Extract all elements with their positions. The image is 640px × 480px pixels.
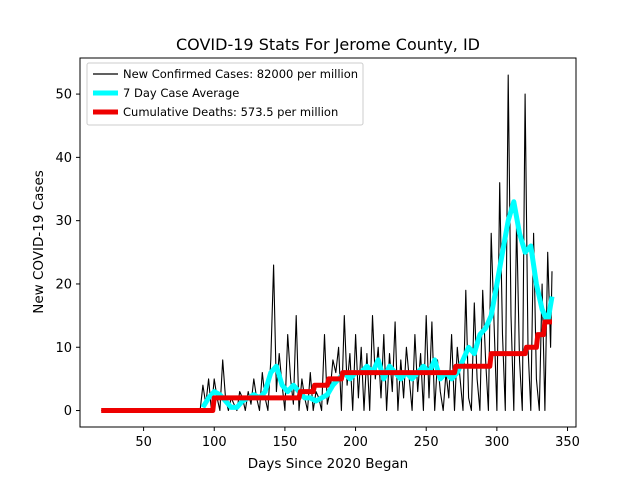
x-tick-label: 350: [555, 435, 580, 450]
series-line-cumulative-deaths: [101, 319, 552, 413]
chart-title: COVID-19 Stats For Jerome County, ID: [176, 35, 480, 54]
legend-label-cases: New Confirmed Cases: 82000 per million: [123, 67, 358, 81]
x-axis-label: Days Since 2020 Began: [248, 456, 409, 472]
y-tick-label: 20: [55, 277, 72, 292]
x-tick-label: 300: [484, 435, 509, 450]
x-tick-label: 200: [343, 435, 368, 450]
series-layer: [101, 74, 555, 413]
legend-label-average: 7 Day Case Average: [123, 86, 239, 100]
y-tick-label: 10: [55, 341, 72, 356]
plot-frame: [79, 57, 577, 428]
y-tick-label: 30: [55, 214, 72, 229]
x-tick-label: 50: [135, 435, 152, 450]
y-tick-label: 40: [55, 151, 72, 166]
x-tick-label: 150: [272, 435, 297, 450]
legend-label-deaths: Cumulative Deaths: 573.5 per million: [123, 105, 338, 119]
legend-box: [86, 62, 364, 126]
y-axis-label: New COVID-19 Cases: [31, 170, 47, 314]
x-tick-label: 100: [202, 435, 227, 450]
y-tick-label: 50: [55, 88, 72, 103]
x-tick-label: 250: [414, 435, 439, 450]
y-tick-label: 0: [64, 404, 72, 419]
ticks-layer: 50 100 150 200 250 300 350 0 10 20 30 40 50: [55, 88, 579, 450]
legend: New Confirmed Cases: 82000 per million 7…: [86, 62, 364, 126]
